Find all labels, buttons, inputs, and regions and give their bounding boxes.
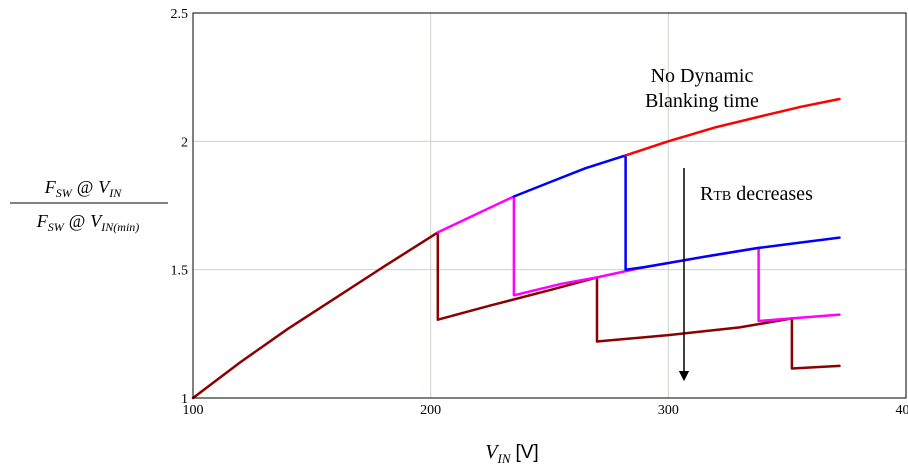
annotation-rtb-decreases: RTB decreases xyxy=(700,183,813,205)
tick-labels: 100 200 300 400 1 1.5 2 2.5 xyxy=(171,7,908,418)
x-axis-label: VIN [V] xyxy=(485,441,538,465)
y-tick-label: 1 xyxy=(181,392,188,407)
y-tick-label: 2 xyxy=(181,135,188,150)
series-group xyxy=(191,97,841,400)
rtb-prefix: R xyxy=(700,183,714,205)
x-tick-label: 200 xyxy=(420,403,441,418)
y-tick-label: 1.5 xyxy=(171,264,189,279)
series-line-2 xyxy=(512,154,841,271)
rtb-text: decreases xyxy=(731,183,813,205)
x-tick-label: 400 xyxy=(896,403,908,418)
series-line-1 xyxy=(436,195,841,323)
y-label-numerator: FSW @ VIN xyxy=(44,177,123,200)
series-line-0 xyxy=(191,231,841,400)
plot-frame xyxy=(192,12,907,399)
y-tick-label: 2.5 xyxy=(171,7,189,22)
grid xyxy=(193,13,906,398)
annotation-no-dynamic-line1: No Dynamic xyxy=(651,65,754,87)
series-line-3 xyxy=(624,97,841,157)
annotation-no-dynamic-line2: Blanking time xyxy=(645,90,759,112)
rtb-subscript: TB xyxy=(713,189,731,204)
plot-area xyxy=(193,13,906,398)
y-axis-label: FSW @ VIN FSW @ VIN(min) xyxy=(10,177,168,234)
x-tick-label: 300 xyxy=(658,403,679,418)
x-tick-label: 100 xyxy=(183,403,204,418)
y-label-denominator: FSW @ VIN(min) xyxy=(36,211,140,234)
